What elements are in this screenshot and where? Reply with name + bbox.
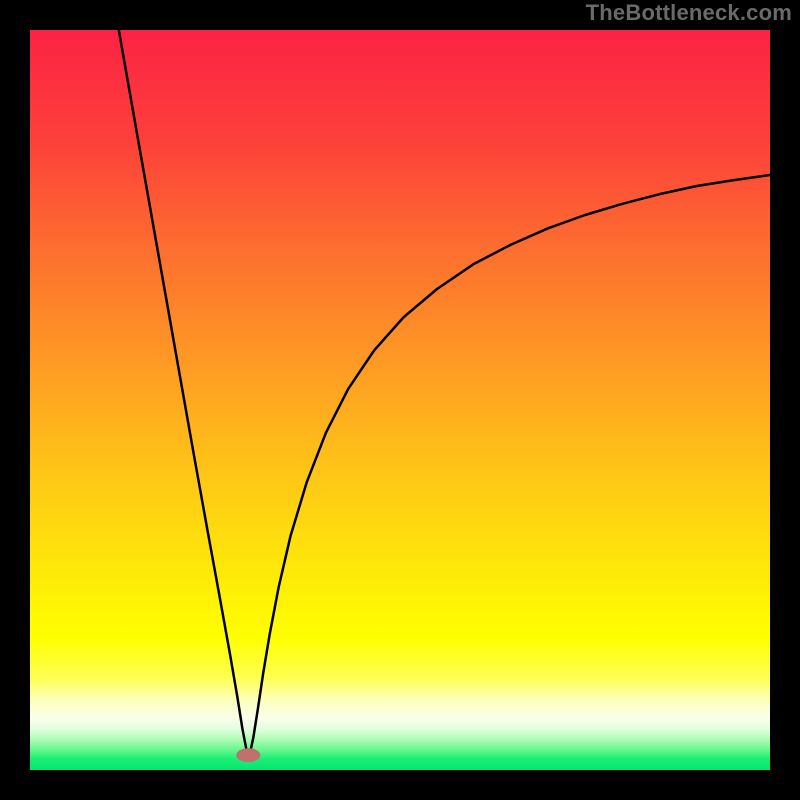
watermark-text: TheBottleneck.com — [586, 0, 792, 26]
optimal-point-marker — [236, 748, 260, 762]
chart-container: TheBottleneck.com — [0, 0, 800, 800]
plot-svg — [30, 30, 770, 770]
gradient-background — [30, 30, 770, 770]
plot-area — [30, 30, 770, 770]
